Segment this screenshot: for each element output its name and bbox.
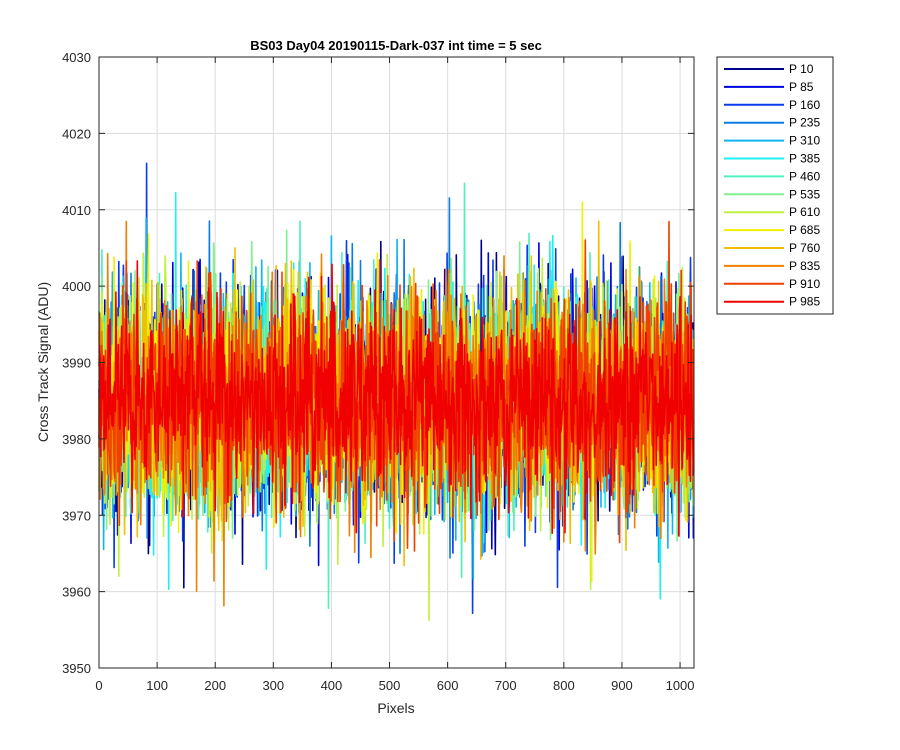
legend-entry-label: P 10 [789, 62, 814, 76]
y-tick-labels: 3950 3960 3970 3980 3990 4000 4010 4020 4030 [62, 50, 91, 676]
y-tick-label: 4010 [62, 203, 91, 218]
legend-entry-label: P 85 [789, 80, 814, 94]
legend-entry-label: P 760 [789, 241, 820, 255]
legend-entry-label: P 535 [789, 187, 820, 201]
x-tick-label: 1000 [666, 678, 695, 693]
y-tick-label: 3990 [62, 356, 91, 371]
y-tick-label: 3970 [62, 508, 91, 523]
legend-entry-label: P 460 [789, 169, 820, 183]
legend-entry-label: P 310 [789, 134, 820, 148]
x-tick-label: 800 [553, 678, 575, 693]
series-line [98, 260, 695, 537]
y-tick-label: 3960 [62, 585, 91, 600]
x-tick-label: 500 [379, 678, 401, 693]
axis-ticks [98, 56, 694, 669]
y-axis-label: Cross Track Signal (ADU) [35, 282, 51, 442]
series-line [98, 220, 695, 552]
x-tick-label: 300 [262, 678, 284, 693]
y-tick-label: 4020 [62, 126, 91, 141]
x-tick-label: 400 [321, 678, 343, 693]
legend-entry-label: P 685 [789, 223, 820, 237]
legend-entry-label: P 235 [789, 116, 820, 130]
legend-entry-label: P 910 [789, 277, 820, 291]
legend-entry-label: P 610 [789, 205, 820, 219]
legend-entry-label: P 160 [789, 98, 820, 112]
y-tick-label: 4000 [62, 279, 91, 294]
x-tick-label: 900 [611, 678, 633, 693]
x-tick-label: 0 [95, 678, 102, 693]
y-tick-label: 4030 [62, 50, 91, 65]
y-tick-label: 3950 [62, 661, 91, 676]
series-lines [98, 162, 695, 622]
y-tick-label: 3980 [62, 432, 91, 447]
x-tick-label: 100 [146, 678, 168, 693]
x-tick-label: 200 [204, 678, 226, 693]
legend-box [716, 56, 834, 315]
legend-entry-label: P 835 [789, 259, 820, 273]
legend-entry-label: P 385 [789, 152, 820, 166]
chart-title: BS03 Day04 20190115-Dark-037 int time = … [250, 38, 542, 53]
x-tick-label: 600 [437, 678, 459, 693]
legend-entry-label: P 985 [789, 295, 820, 309]
legend: P 10 P 85 P 160 P 235 P 310 P 385 P 460 P 535 P … [716, 56, 834, 315]
x-tick-labels: 0 100 200 300 400 500 600 700 800 900 1000 [95, 678, 694, 693]
x-tick-label: 700 [495, 678, 517, 693]
x-axis-label: Pixels [377, 700, 414, 716]
